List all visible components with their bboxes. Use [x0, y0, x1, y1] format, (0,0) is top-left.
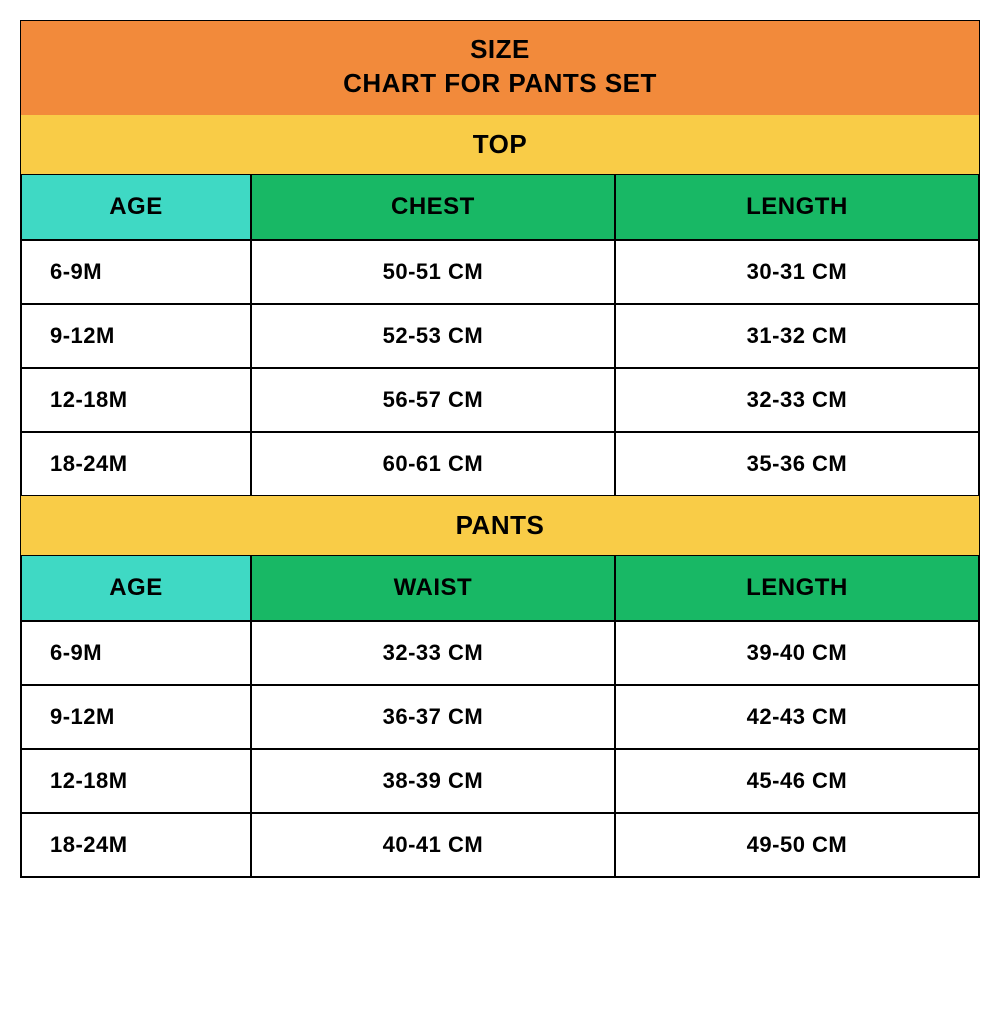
- table-row: 6-9M 50-51 CM 30-31 CM: [21, 240, 979, 304]
- header-waist: WAIST: [251, 555, 615, 621]
- cell-chest: 56-57 CM: [251, 368, 615, 432]
- cell-length: 32-33 CM: [615, 368, 979, 432]
- header-age: AGE: [21, 555, 251, 621]
- cell-age: 18-24M: [21, 432, 251, 496]
- cell-length: 30-31 CM: [615, 240, 979, 304]
- size-chart: SIZE CHART FOR PANTS SET TOP AGE CHEST L…: [20, 20, 980, 878]
- section-banner-top: TOP: [21, 115, 979, 174]
- cell-age: 18-24M: [21, 813, 251, 877]
- cell-chest: 50-51 CM: [251, 240, 615, 304]
- cell-age: 6-9M: [21, 240, 251, 304]
- cell-length: 35-36 CM: [615, 432, 979, 496]
- cell-age: 12-18M: [21, 749, 251, 813]
- cell-length: 49-50 CM: [615, 813, 979, 877]
- header-age: AGE: [21, 174, 251, 240]
- cell-age: 6-9M: [21, 621, 251, 685]
- header-length: LENGTH: [615, 555, 979, 621]
- cell-length: 39-40 CM: [615, 621, 979, 685]
- cell-waist: 32-33 CM: [251, 621, 615, 685]
- cell-waist: 40-41 CM: [251, 813, 615, 877]
- chart-title: SIZE CHART FOR PANTS SET: [21, 21, 979, 115]
- cell-age: 12-18M: [21, 368, 251, 432]
- cell-chest: 52-53 CM: [251, 304, 615, 368]
- header-length: LENGTH: [615, 174, 979, 240]
- table-row: 6-9M 32-33 CM 39-40 CM: [21, 621, 979, 685]
- header-chest: CHEST: [251, 174, 615, 240]
- table-row: 18-24M 40-41 CM 49-50 CM: [21, 813, 979, 877]
- cell-age: 9-12M: [21, 685, 251, 749]
- title-line-1: SIZE: [21, 33, 979, 67]
- header-row-pants: AGE WAIST LENGTH: [21, 555, 979, 621]
- cell-age: 9-12M: [21, 304, 251, 368]
- section-banner-pants: PANTS: [21, 496, 979, 555]
- cell-length: 31-32 CM: [615, 304, 979, 368]
- title-line-2: CHART FOR PANTS SET: [21, 67, 979, 101]
- table-row: 12-18M 38-39 CM 45-46 CM: [21, 749, 979, 813]
- cell-chest: 60-61 CM: [251, 432, 615, 496]
- table-row: 9-12M 52-53 CM 31-32 CM: [21, 304, 979, 368]
- header-row-top: AGE CHEST LENGTH: [21, 174, 979, 240]
- table-row: 18-24M 60-61 CM 35-36 CM: [21, 432, 979, 496]
- cell-length: 42-43 CM: [615, 685, 979, 749]
- cell-waist: 36-37 CM: [251, 685, 615, 749]
- table-row: 12-18M 56-57 CM 32-33 CM: [21, 368, 979, 432]
- cell-waist: 38-39 CM: [251, 749, 615, 813]
- table-row: 9-12M 36-37 CM 42-43 CM: [21, 685, 979, 749]
- cell-length: 45-46 CM: [615, 749, 979, 813]
